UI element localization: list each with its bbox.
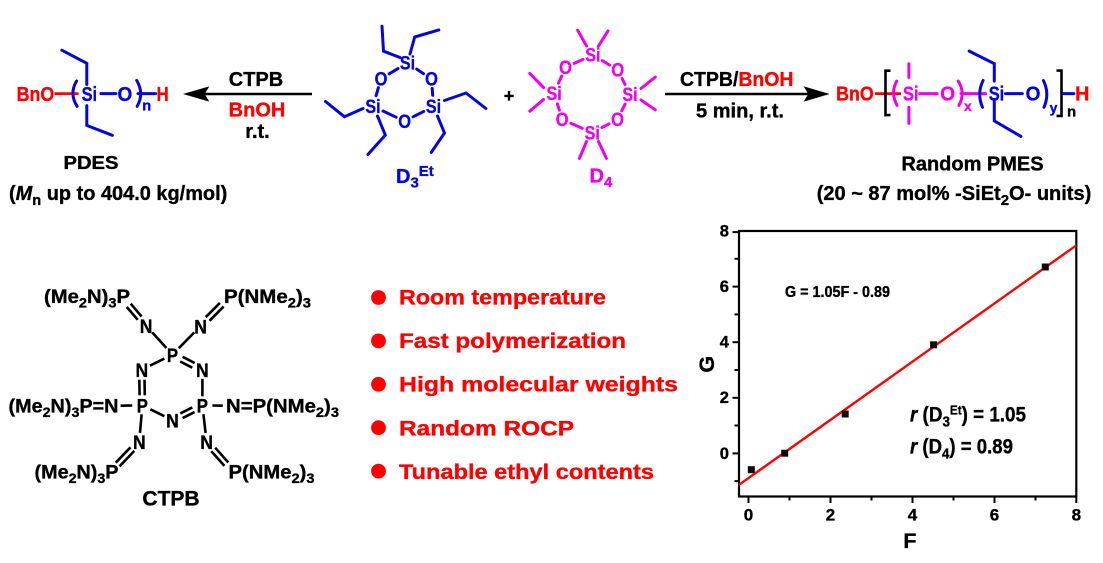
svg-text:5 min, r.t.: 5 min, r.t. xyxy=(696,100,784,122)
svg-text:N: N xyxy=(166,412,179,433)
svg-text:Si: Si xyxy=(585,45,600,66)
svg-text:6: 6 xyxy=(990,505,999,524)
svg-text:O: O xyxy=(398,112,411,133)
svg-text:G = 1.05F - 0.89: G = 1.05F - 0.89 xyxy=(785,284,890,301)
svg-text:Room temperature: Room temperature xyxy=(399,286,606,309)
svg-text:2: 2 xyxy=(720,389,729,407)
svg-text:PDES: PDES xyxy=(64,152,119,173)
svg-text:O: O xyxy=(559,58,572,79)
svg-text:Tunable ethyl contents: Tunable ethyl contents xyxy=(399,461,654,484)
svg-text:Si: Si xyxy=(426,97,441,118)
svg-text:x: x xyxy=(964,98,972,114)
svg-text:0: 0 xyxy=(720,445,729,463)
svg-text:n: n xyxy=(1067,104,1076,121)
svg-text:Si: Si xyxy=(400,54,415,75)
svg-text:r (D4) = 0.89: r (D4) = 0.89 xyxy=(910,436,1013,463)
svg-text:P: P xyxy=(137,397,148,418)
svg-text:r.t.: r.t. xyxy=(245,121,269,143)
svg-text:O: O xyxy=(611,110,624,131)
svg-text:Si: Si xyxy=(622,85,637,106)
svg-text:Random PMES: Random PMES xyxy=(901,153,1043,175)
svg-text:Si: Si xyxy=(585,124,600,145)
svg-text:(Me2N)3P=N: (Me2N)3P=N xyxy=(9,396,119,421)
svg-text:O: O xyxy=(556,110,569,131)
svg-text:6: 6 xyxy=(720,278,729,296)
svg-text:BnOH: BnOH xyxy=(229,100,286,122)
svg-text:n: n xyxy=(142,97,151,114)
svg-text:N: N xyxy=(200,433,213,454)
svg-text:O: O xyxy=(375,69,388,90)
svg-text:8: 8 xyxy=(1072,505,1081,524)
svg-text:O: O xyxy=(425,70,438,91)
svg-text:BnO: BnO xyxy=(17,83,55,106)
svg-text:CTPB: CTPB xyxy=(142,488,199,511)
svg-text:F: F xyxy=(903,529,916,553)
svg-text:CTPB: CTPB xyxy=(229,69,283,91)
svg-text:Si: Si xyxy=(903,83,919,106)
svg-text:4: 4 xyxy=(720,334,730,352)
svg-text:8: 8 xyxy=(720,222,729,240)
svg-text:O: O xyxy=(611,61,624,82)
svg-text:Si: Si xyxy=(365,97,380,118)
svg-text:(Me2N)3P: (Me2N)3P xyxy=(35,461,119,486)
svg-text:O: O xyxy=(1026,83,1041,106)
svg-text:Random ROCP: Random ROCP xyxy=(399,417,574,440)
svg-text:y: y xyxy=(1050,100,1058,116)
svg-text:N: N xyxy=(194,317,207,338)
svg-text:N: N xyxy=(133,433,146,454)
svg-text:N: N xyxy=(135,361,148,382)
svg-text:O: O xyxy=(940,83,955,106)
svg-text:BnO: BnO xyxy=(836,83,874,106)
svg-text:H: H xyxy=(1075,83,1089,106)
svg-text:(Me2N)3P: (Me2N)3P xyxy=(44,286,130,311)
svg-text:4: 4 xyxy=(908,505,918,524)
svg-text:High molecular weights: High molecular weights xyxy=(399,374,678,397)
svg-text:Fast polymerization: Fast polymerization xyxy=(399,330,626,353)
svg-text:Si: Si xyxy=(82,83,98,106)
svg-text:O: O xyxy=(118,83,133,106)
svg-text:Si: Si xyxy=(989,83,1005,106)
svg-text:2: 2 xyxy=(826,505,835,524)
svg-text:P: P xyxy=(167,346,178,367)
svg-text:Si: Si xyxy=(547,84,562,105)
svg-text:P: P xyxy=(197,397,208,418)
svg-text:+: + xyxy=(504,86,515,106)
svg-text:(20 ~ 87 mol% -SiEt2O- units): (20 ~ 87 mol% -SiEt2O- units) xyxy=(817,183,1092,209)
svg-text:CTPB/BnOH: CTPB/BnOH xyxy=(680,69,794,91)
svg-text:N: N xyxy=(196,361,209,382)
svg-text:G: G xyxy=(695,356,719,373)
svg-text:(Mn up to 404.0 kg/mol): (Mn up to 404.0 kg/mol) xyxy=(9,182,227,209)
svg-text:N: N xyxy=(140,317,153,338)
svg-text:H: H xyxy=(157,83,169,106)
svg-text:0: 0 xyxy=(744,505,753,524)
svg-text:r (D3Et) = 1.05: r (D3Et) = 1.05 xyxy=(910,403,1026,431)
